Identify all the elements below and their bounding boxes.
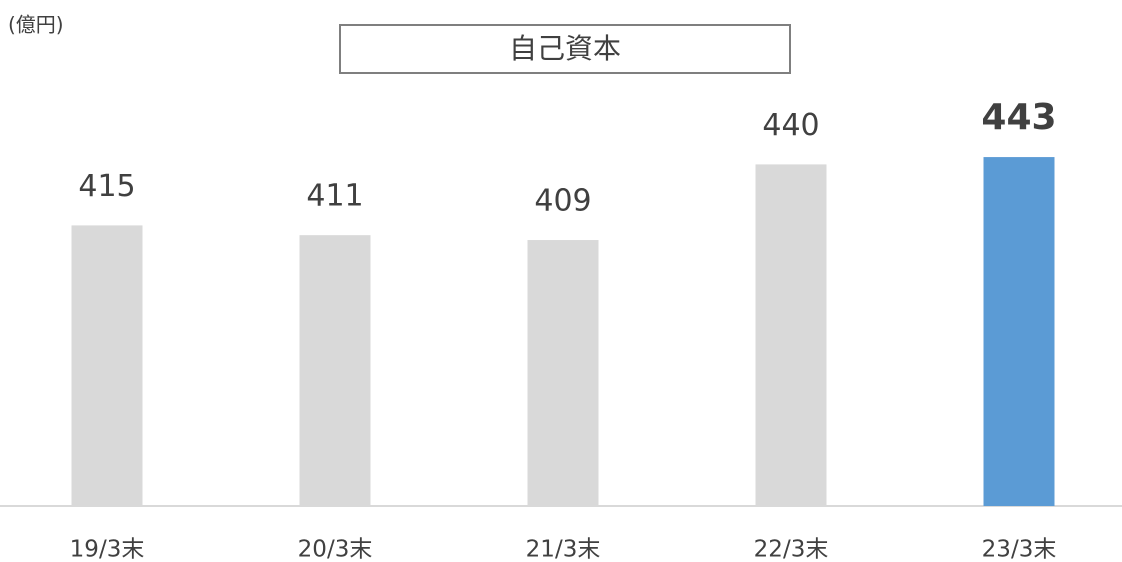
x-tick-label: 23/3末	[982, 537, 1057, 562]
x-tick-label: 21/3末	[526, 537, 601, 562]
value-label: 411	[306, 179, 363, 214]
value-label: 409	[534, 184, 591, 219]
unit-label: (億円)	[8, 13, 64, 37]
bar	[71, 225, 143, 506]
x-tick-label: 20/3末	[298, 537, 373, 562]
value-label: 415	[78, 169, 135, 204]
bar	[527, 240, 599, 507]
x-tick-label: 22/3末	[754, 537, 829, 562]
chart-title: 自己資本	[509, 32, 621, 65]
x-tick-label: 19/3末	[70, 537, 145, 562]
bar	[983, 157, 1055, 506]
value-label: 440	[762, 108, 819, 143]
value-label: 443	[981, 97, 1056, 138]
bar	[755, 164, 827, 506]
bar	[299, 235, 371, 506]
title-box	[339, 24, 791, 74]
